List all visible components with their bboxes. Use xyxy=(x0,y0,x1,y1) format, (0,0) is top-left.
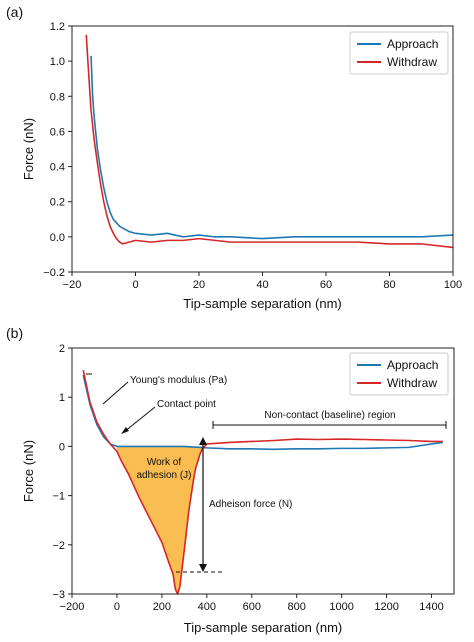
panel-b-x-tick-label: 1000 xyxy=(329,601,353,613)
contact-point-label: Contact point xyxy=(157,399,216,410)
panel-a-y-tick-label: 1.2 xyxy=(50,21,65,33)
panel-b-x-tick-label: 1400 xyxy=(419,601,443,613)
panel-a-x-tick-label: 80 xyxy=(383,279,395,291)
panel-a-series-withdraw xyxy=(85,34,454,249)
adhesion-force-arrowhead-bottom xyxy=(199,564,207,572)
legend-label-withdraw: Withdraw xyxy=(387,55,437,69)
panel-b-y-tick-label: −1 xyxy=(52,491,65,503)
adhesion-force-arrowhead-top xyxy=(199,437,207,445)
panel-a-label: (a) xyxy=(6,4,23,20)
panel-a-y-tick-label: 0.2 xyxy=(50,197,65,209)
panel-b-x-axis-label: Tip-sample separation (nm) xyxy=(184,620,342,635)
panel-b-plot-frame xyxy=(71,347,455,595)
panel-b-x-tick-label: 0 xyxy=(114,601,120,613)
panel-b-x-tick-label: 400 xyxy=(198,601,216,613)
panel-b-y-tick-label: 1 xyxy=(59,392,65,404)
panel-a-x-tick-label: 20 xyxy=(193,279,205,291)
contact-point-arrow xyxy=(123,406,156,433)
panel-a-x-tick-label: 40 xyxy=(256,279,268,291)
panel-a-x-tick-label: 100 xyxy=(444,279,462,291)
panel-a-y-axis-label: Force (nN) xyxy=(21,118,36,180)
panel-b-x-tick-label: −200 xyxy=(60,601,85,613)
panel-a-y-tick-label: −0.2 xyxy=(43,267,65,279)
youngs-modulus-arrow xyxy=(102,381,129,405)
youngs-modulus-label: Young's modulus (Pa) xyxy=(130,375,227,386)
panel-a-y-tick-label: 0.0 xyxy=(50,232,65,244)
panel-a-x-tick-label: 0 xyxy=(132,279,138,291)
panel-b-x-tick-label: 800 xyxy=(288,601,306,613)
panel-b-annotations: Young's modulus (Pa) Contact point Non-c… xyxy=(86,373,447,573)
work-of-adhesion-label-line1: Work of xyxy=(147,457,181,468)
panel-b-y-tick-label: −2 xyxy=(52,540,65,552)
panel-a-x-axis-label: Tip-sample separation (nm) xyxy=(183,296,341,311)
panel-a-y-tick-label: 1.0 xyxy=(50,56,65,68)
panel-a-legend: Approach Withdraw xyxy=(349,31,449,75)
panel-a-x-tick-label: 60 xyxy=(320,279,332,291)
panel-b-y-tick-label: 2 xyxy=(59,343,65,355)
legend-label-approach: Approach xyxy=(387,37,438,51)
panel-b: (b) −200 0 200 400 600 800 1000 1200 1400 −3 −2 −1 0… xyxy=(6,325,455,635)
panel-b-y-tick-label: 0 xyxy=(59,441,65,453)
panel-a-y-tick-label: 0.6 xyxy=(50,126,65,138)
panel-b-x-tick-label: 1200 xyxy=(374,601,398,613)
panel-b-label: (b) xyxy=(6,325,23,341)
panel-b-x-tick-label: 200 xyxy=(153,601,171,613)
contact-point-arrowhead xyxy=(121,427,129,434)
panel-b-x-tick-label: 600 xyxy=(243,601,261,613)
legend-label-withdraw: Withdraw xyxy=(387,376,437,390)
baseline-region-label: Non-contact (baseline) region xyxy=(264,410,395,421)
panel-a-y-tick-label: 0.8 xyxy=(50,91,65,103)
adhesion-force-label: Adheison force (N) xyxy=(209,499,292,510)
panel-a-series-approach xyxy=(90,55,454,240)
work-of-adhesion-label-line2: adhesion (J) xyxy=(136,470,191,481)
panel-b-y-axis-label: Force (nN) xyxy=(21,440,36,502)
panel-a-y-tick-label: 0.4 xyxy=(50,162,65,174)
legend-label-approach: Approach xyxy=(387,358,438,372)
panel-a: (a) −20 0 20 40 60 80 100 −0.2 0.0 0.2 0.4 0.6 0.8 1.… xyxy=(6,4,462,311)
panel-a-x-tick-label: −20 xyxy=(63,279,82,291)
panel-b-legend: Approach Withdraw xyxy=(349,352,449,396)
panel-b-series-withdraw xyxy=(82,369,443,595)
panel-b-y-tick-label: −3 xyxy=(52,589,65,601)
